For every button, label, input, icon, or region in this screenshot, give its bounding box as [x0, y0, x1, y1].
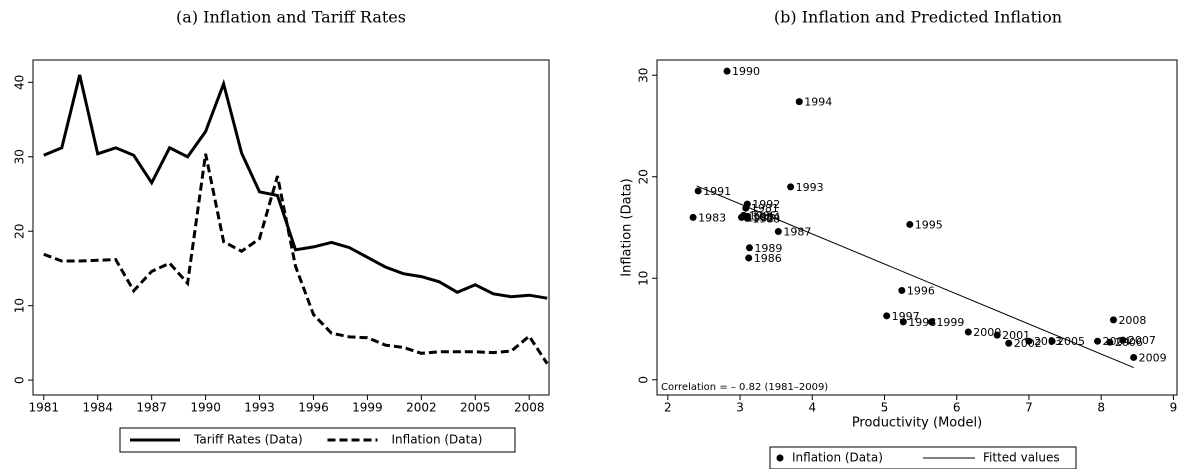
y-tick-label: 0	[637, 376, 651, 384]
point-label: 1982	[747, 211, 775, 224]
scatter-point	[745, 244, 753, 252]
scatter-point	[883, 312, 891, 320]
x-tick-label: 3	[736, 401, 744, 415]
x-tick-label: 1996	[298, 401, 329, 415]
y-tick-label: 20	[637, 169, 651, 184]
point-label: 1989	[754, 242, 782, 255]
point-label: 2003	[1034, 335, 1062, 348]
plot-frame	[32, 59, 550, 396]
scatter-point	[743, 214, 751, 222]
point-label: 1994	[804, 96, 832, 109]
y-tick-label: 20	[13, 224, 27, 239]
scatter-point	[1048, 337, 1056, 345]
x-tick-label: 8	[1097, 401, 1105, 415]
scatter-point	[1106, 338, 1114, 346]
scatter-point	[1005, 339, 1013, 347]
scatter-point	[1025, 337, 1033, 345]
point-label: 1990	[732, 65, 760, 78]
legend-label: Inflation (Data)	[792, 451, 883, 465]
y-tick-label: 10	[13, 298, 27, 313]
point-label: 2001	[1002, 329, 1030, 342]
fitted-line	[696, 185, 1134, 369]
y-tick-label: 40	[13, 75, 27, 90]
point-label: 1986	[754, 252, 782, 265]
point-label: 1983	[698, 211, 726, 224]
scatter-point	[898, 286, 906, 294]
legend-box	[119, 427, 516, 453]
x-tick-label: 5	[881, 401, 889, 415]
data-line	[43, 74, 548, 300]
point-label: 1987	[783, 226, 811, 239]
scatter-point	[1094, 337, 1102, 345]
scatter-point	[694, 187, 702, 195]
x-tick-label: 2002	[406, 401, 437, 415]
scatter-point	[899, 318, 907, 326]
annotation: Correlation = – 0.82 (1981–2009)	[661, 382, 828, 393]
plot-frame	[656, 59, 1178, 396]
x-tick-label: 1993	[244, 401, 275, 415]
legend-swatch	[776, 454, 784, 462]
x-tick-label: 7	[1025, 401, 1033, 415]
x-tick-label: 2005	[460, 401, 491, 415]
y-tick-label: 0	[13, 376, 27, 384]
legend-box	[769, 446, 1077, 469]
point-label: 1992	[752, 198, 780, 211]
scatter-point	[964, 328, 972, 336]
y-tick-label: 30	[13, 149, 27, 164]
scatter-point	[906, 220, 914, 228]
point-label: 1991	[703, 185, 731, 198]
x-tick-label: 1999	[352, 401, 383, 415]
point-label: 1984	[752, 210, 780, 223]
scatter-point	[723, 67, 731, 75]
point-label: 2009	[1139, 351, 1167, 364]
legend-label: Fitted values	[983, 451, 1060, 465]
scatter-point	[689, 213, 697, 221]
point-label: 2007	[1128, 334, 1156, 347]
legend-label: Tariff Rates (Data)	[193, 433, 303, 447]
point-label: 1985	[749, 209, 777, 222]
point-label: 1993	[796, 181, 824, 194]
x-tick-label: 1984	[82, 401, 113, 415]
y-tick-label: 30	[637, 68, 651, 83]
x-tick-label: 4	[808, 401, 816, 415]
x-tick-label: 1990	[190, 401, 221, 415]
point-label: 1981	[751, 202, 779, 215]
legend-label: Inflation (Data)	[392, 433, 483, 447]
data-line	[43, 153, 549, 365]
x-tick-label: 6	[953, 401, 961, 415]
point-label: 2008	[1118, 314, 1146, 327]
x-tick-label: 2008	[514, 401, 545, 415]
chart-title: (a) Inflation and Tariff Rates	[176, 8, 406, 27]
point-label: 1995	[915, 218, 943, 231]
scatter-point	[993, 331, 1001, 339]
y-axis-label: Inflation (Data)	[620, 178, 635, 276]
scatter-point	[1119, 336, 1127, 344]
x-axis-label: Productivity (Model)	[852, 416, 982, 431]
point-label: 1998	[908, 316, 936, 329]
scatter-point	[795, 98, 803, 106]
point-label: 1996	[907, 284, 935, 297]
scatter-point	[787, 183, 795, 191]
scatter-point	[927, 318, 935, 326]
scatter-point	[774, 228, 782, 236]
x-tick-label: 2	[664, 401, 672, 415]
scatter-point	[1109, 316, 1117, 324]
y-tick-label: 10	[637, 271, 651, 286]
point-label: 1997	[892, 310, 920, 323]
point-label: 1988	[752, 212, 780, 225]
scatter-point	[1130, 353, 1138, 361]
scatter-point	[745, 254, 753, 262]
x-tick-label: 1987	[136, 401, 167, 415]
chart-title: (b) Inflation and Predicted Inflation	[774, 8, 1062, 27]
point-label: 1999	[936, 316, 964, 329]
x-tick-label: 9	[1170, 401, 1178, 415]
x-tick-label: 1981	[29, 401, 60, 415]
